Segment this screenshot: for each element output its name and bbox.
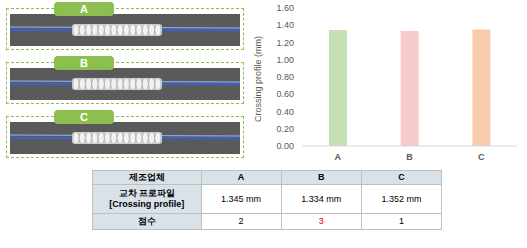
svg-text:B: B [406, 152, 413, 162]
html-text:A: A [237, 172, 245, 182]
svg-text:0.20: 0.20 [276, 124, 294, 134]
html-text:점수: 점수 [137, 216, 156, 226]
html-text:1.345 mm: 1.345 mm [221, 193, 262, 204]
html-text:1.352 mm: 1.352 mm [381, 193, 422, 204]
html-text:B: B [318, 172, 325, 182]
svg-text:1.20: 1.20 [276, 38, 294, 48]
svg-text:0.40: 0.40 [276, 107, 294, 117]
svg-text:1.40: 1.40 [276, 20, 294, 30]
svg-text:0.00: 0.00 [276, 141, 294, 151]
svg-text:A: A [335, 152, 342, 162]
html-text:B: B [80, 57, 88, 69]
html-text:1: 1 [398, 216, 404, 226]
svg-text:0.60: 0.60 [276, 89, 294, 99]
svg-text:Crossing profile (mm): Crossing profile (mm) [253, 36, 263, 122]
svg-text:0.80: 0.80 [276, 72, 294, 82]
html-text:3: 3 [318, 216, 324, 226]
svg-text:C: C [478, 152, 485, 162]
html-text:교차 프로파일 [Crossing profile]: 교차 프로파일 [Crossing profile] [109, 188, 185, 209]
html-text:1.334 mm: 1.334 mm [301, 193, 342, 204]
html-text:2: 2 [238, 216, 244, 226]
svg-text:1.00: 1.00 [276, 55, 294, 65]
svg-text:1.60: 1.60 [276, 3, 294, 13]
html-text:제조업체: 제조업체 [128, 172, 165, 182]
html-text:C: C [398, 172, 405, 182]
html-text:A: A [80, 3, 88, 15]
html-text:C: C [80, 111, 88, 123]
